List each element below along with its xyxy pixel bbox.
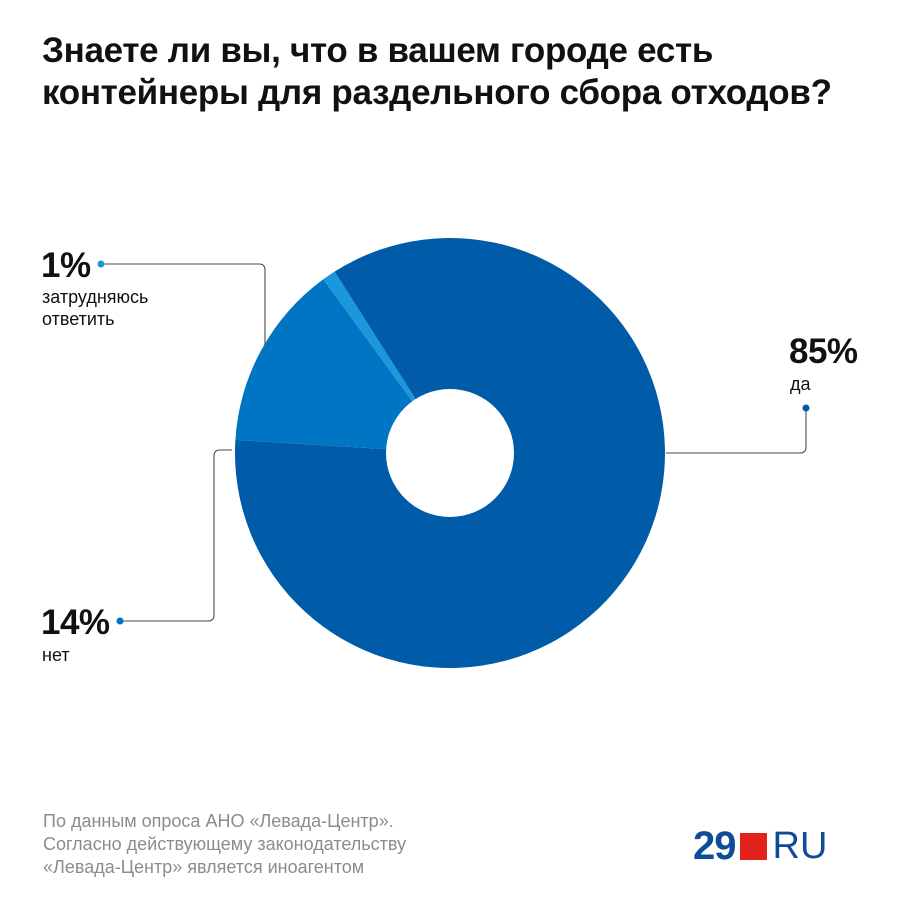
slice-net: [235, 279, 450, 453]
chart-title: Знаете ли вы, что в вашем городе есть ко…: [42, 30, 862, 114]
chart-title-line-1: Знаете ли вы, что в вашем городе есть: [42, 31, 714, 70]
leader-line-da: [666, 408, 807, 454]
logo-number: 29: [693, 824, 736, 868]
leader-lines: [101, 263, 807, 622]
source-line-2: Согласно действующему законодательству: [43, 834, 407, 854]
source-line-1: По данным опроса АНО «Левада-Центр».: [43, 811, 394, 831]
leader-line-net: [120, 449, 232, 622]
slice-label-net-name: нет: [42, 645, 70, 665]
logo-29ru: 29 RU: [693, 826, 827, 866]
source-line-3: «Левада-Центр» является иноагентом: [43, 857, 365, 877]
slice-label-dk-name-line-1: затрудняюсь: [42, 287, 148, 307]
slice-label-net-value: 14%: [41, 603, 110, 642]
chart-title-line-2: контейнеры для раздельного сбора отходов…: [42, 73, 832, 112]
leader-line-dk: [101, 263, 266, 346]
slice-label-dk-value: 1%: [41, 246, 91, 285]
slice-label-da-name: да: [790, 374, 812, 394]
slice-marker-da: [802, 404, 810, 412]
slice-marker-dk: [97, 260, 105, 268]
logo-red-square: [739, 832, 767, 860]
slice-label-dk-name-line-2: ответить: [42, 309, 115, 329]
logo-suffix: RU: [772, 825, 828, 867]
donut-hole: [386, 389, 514, 517]
source-note: По данным опроса АНО «Левада-Центр». Сог…: [43, 810, 543, 879]
slice-marker-net: [116, 617, 124, 625]
slice-label-da-value: 85%: [789, 332, 858, 371]
